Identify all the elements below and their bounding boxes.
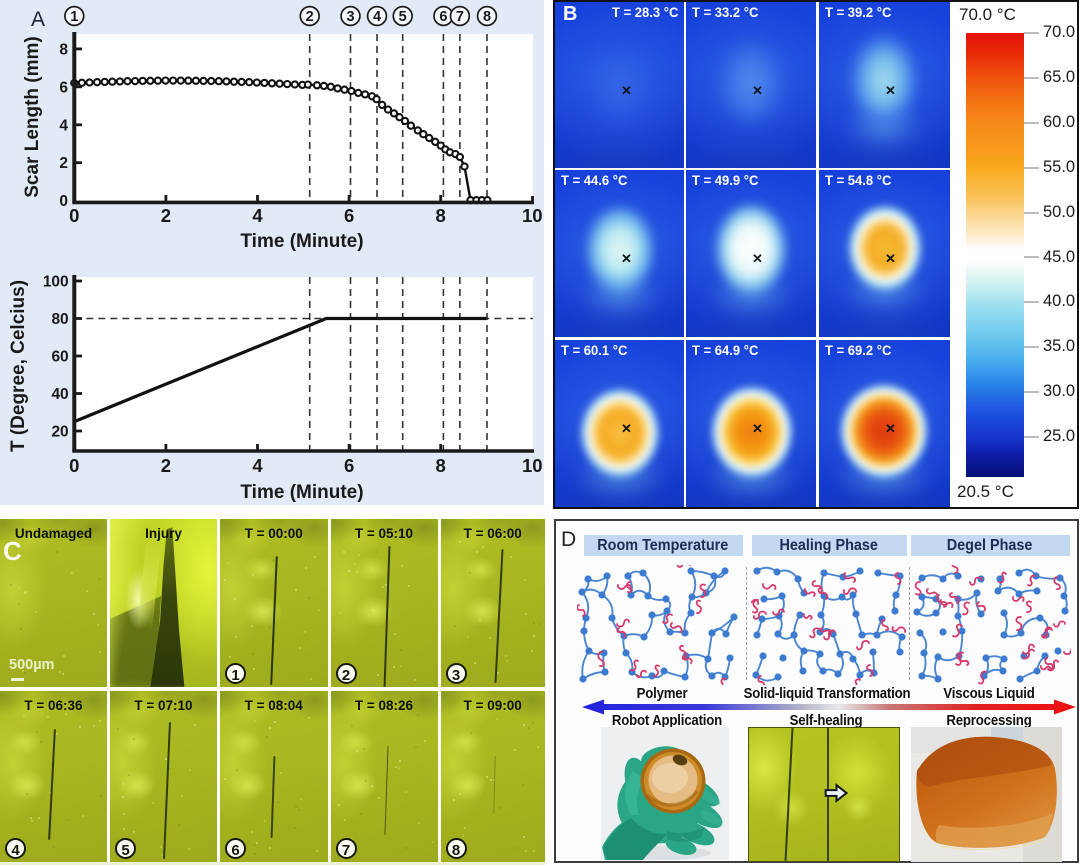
svg-text:20: 20 xyxy=(51,424,68,441)
svg-text:8: 8 xyxy=(436,205,446,226)
svg-text:6: 6 xyxy=(344,205,354,226)
svg-text:2: 2 xyxy=(161,205,171,226)
svg-text:0: 0 xyxy=(59,193,68,210)
svg-text:T (Degree, Celcius): T (Degree, Celcius) xyxy=(8,280,29,452)
svg-text:6: 6 xyxy=(344,455,354,476)
svg-text:2: 2 xyxy=(161,455,171,476)
svg-text:2: 2 xyxy=(59,155,68,172)
svg-text:8: 8 xyxy=(436,455,446,476)
svg-text:6: 6 xyxy=(439,9,447,25)
svg-text:Scar Length (mm): Scar Length (mm) xyxy=(22,36,43,198)
svg-text:4: 4 xyxy=(59,117,68,134)
svg-text:10: 10 xyxy=(522,455,543,476)
svg-text:7: 7 xyxy=(456,9,464,25)
svg-text:Time (Minute): Time (Minute) xyxy=(240,231,363,252)
svg-text:40: 40 xyxy=(51,386,68,403)
svg-text:Time (Minute): Time (Minute) xyxy=(240,482,363,503)
svg-text:10: 10 xyxy=(522,205,543,226)
svg-text:5: 5 xyxy=(399,9,407,25)
svg-text:0: 0 xyxy=(69,455,79,476)
svg-text:100: 100 xyxy=(43,274,69,291)
svg-text:8: 8 xyxy=(59,41,68,58)
svg-text:2: 2 xyxy=(306,9,314,25)
svg-text:1: 1 xyxy=(70,9,78,25)
svg-text:60: 60 xyxy=(51,349,68,366)
svg-text:4: 4 xyxy=(373,9,381,25)
svg-text:3: 3 xyxy=(346,9,354,25)
svg-text:4: 4 xyxy=(252,455,263,476)
svg-text:80: 80 xyxy=(51,311,68,328)
svg-text:6: 6 xyxy=(59,79,68,96)
svg-text:0: 0 xyxy=(69,205,79,226)
svg-text:4: 4 xyxy=(252,205,263,226)
svg-text:8: 8 xyxy=(483,9,491,25)
